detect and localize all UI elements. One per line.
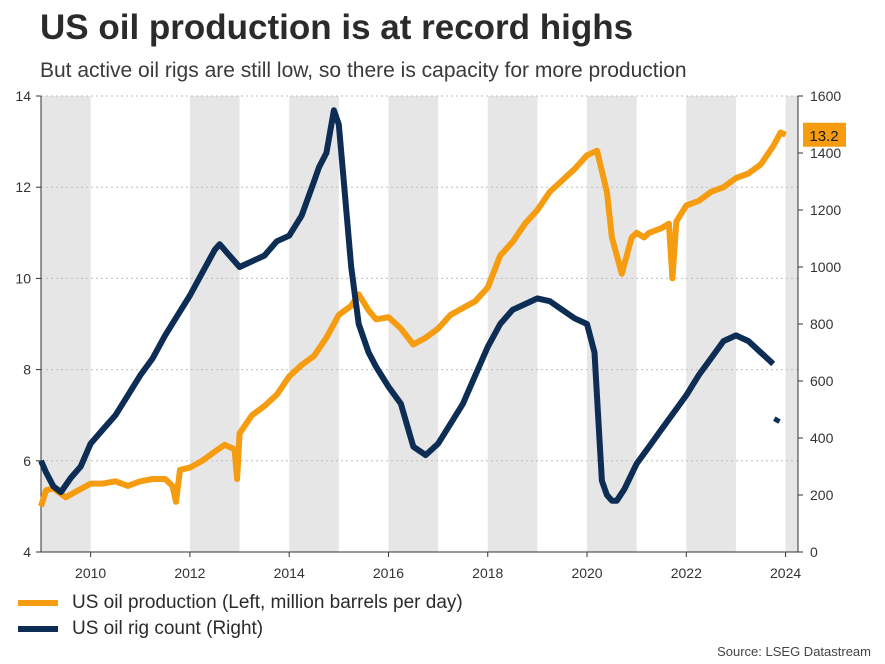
source-note: Source: LSEG Datastream (717, 644, 871, 659)
x-tick-label-2010: 2010 (75, 565, 106, 581)
right-tick-label-200: 200 (810, 487, 834, 503)
x-tick-label-2020: 2020 (571, 565, 602, 581)
right-tick-label-600: 600 (810, 373, 834, 389)
chart-title: US oil production is at record highs (40, 8, 634, 47)
legend-item-production: US oil production (Left, million barrels… (18, 590, 463, 616)
left-tick-label-12: 12 (15, 179, 31, 195)
right-tick-label-800: 800 (810, 316, 834, 332)
left-tick-label-8: 8 (23, 362, 31, 378)
x-tick-label-2012: 2012 (174, 565, 205, 581)
x-tick-label-2018: 2018 (472, 565, 503, 581)
left-tick-label-6: 6 (23, 453, 31, 469)
legend: US oil production (Left, million barrels… (18, 590, 463, 642)
shade-band-6 (686, 96, 736, 552)
right-tick-label-400: 400 (810, 430, 834, 446)
shade-band-4 (487, 96, 538, 552)
shade-band-1 (189, 96, 240, 552)
series-line-production (38, 129, 787, 508)
end-label-value: 13.2 (809, 128, 838, 145)
x-tick-label-2022: 2022 (671, 565, 702, 581)
right-tick-label-1000: 1000 (810, 259, 841, 275)
right-tick-label-0: 0 (810, 544, 818, 560)
x-tick-label-2024: 2024 (770, 565, 801, 581)
series-line-rigs (38, 107, 776, 504)
shade-band-7 (785, 96, 798, 552)
legend-label-rigs: US oil rig count (Right) (72, 618, 264, 639)
legend-item-rigs: US oil rig count (Right) (18, 616, 463, 642)
chart-subtitle: But active oil rigs are still low, so th… (40, 59, 687, 82)
legend-swatch-rigs (18, 626, 58, 632)
left-tick-label-4: 4 (23, 544, 31, 560)
legend-swatch-production (18, 600, 58, 606)
right-tick-label-1600: 1600 (810, 88, 841, 104)
right-tick-label-1200: 1200 (810, 202, 841, 218)
legend-label-production: US oil production (Left, million barrels… (72, 592, 463, 613)
series-line-rigs-latest (773, 416, 781, 424)
x-tick-label-2016: 2016 (373, 565, 404, 581)
right-tick-label-1400: 1400 (810, 145, 841, 161)
left-tick-label-10: 10 (15, 270, 31, 286)
left-tick-label-14: 14 (15, 88, 31, 104)
x-tick-label-2014: 2014 (274, 565, 305, 581)
end-label-box (803, 122, 846, 147)
